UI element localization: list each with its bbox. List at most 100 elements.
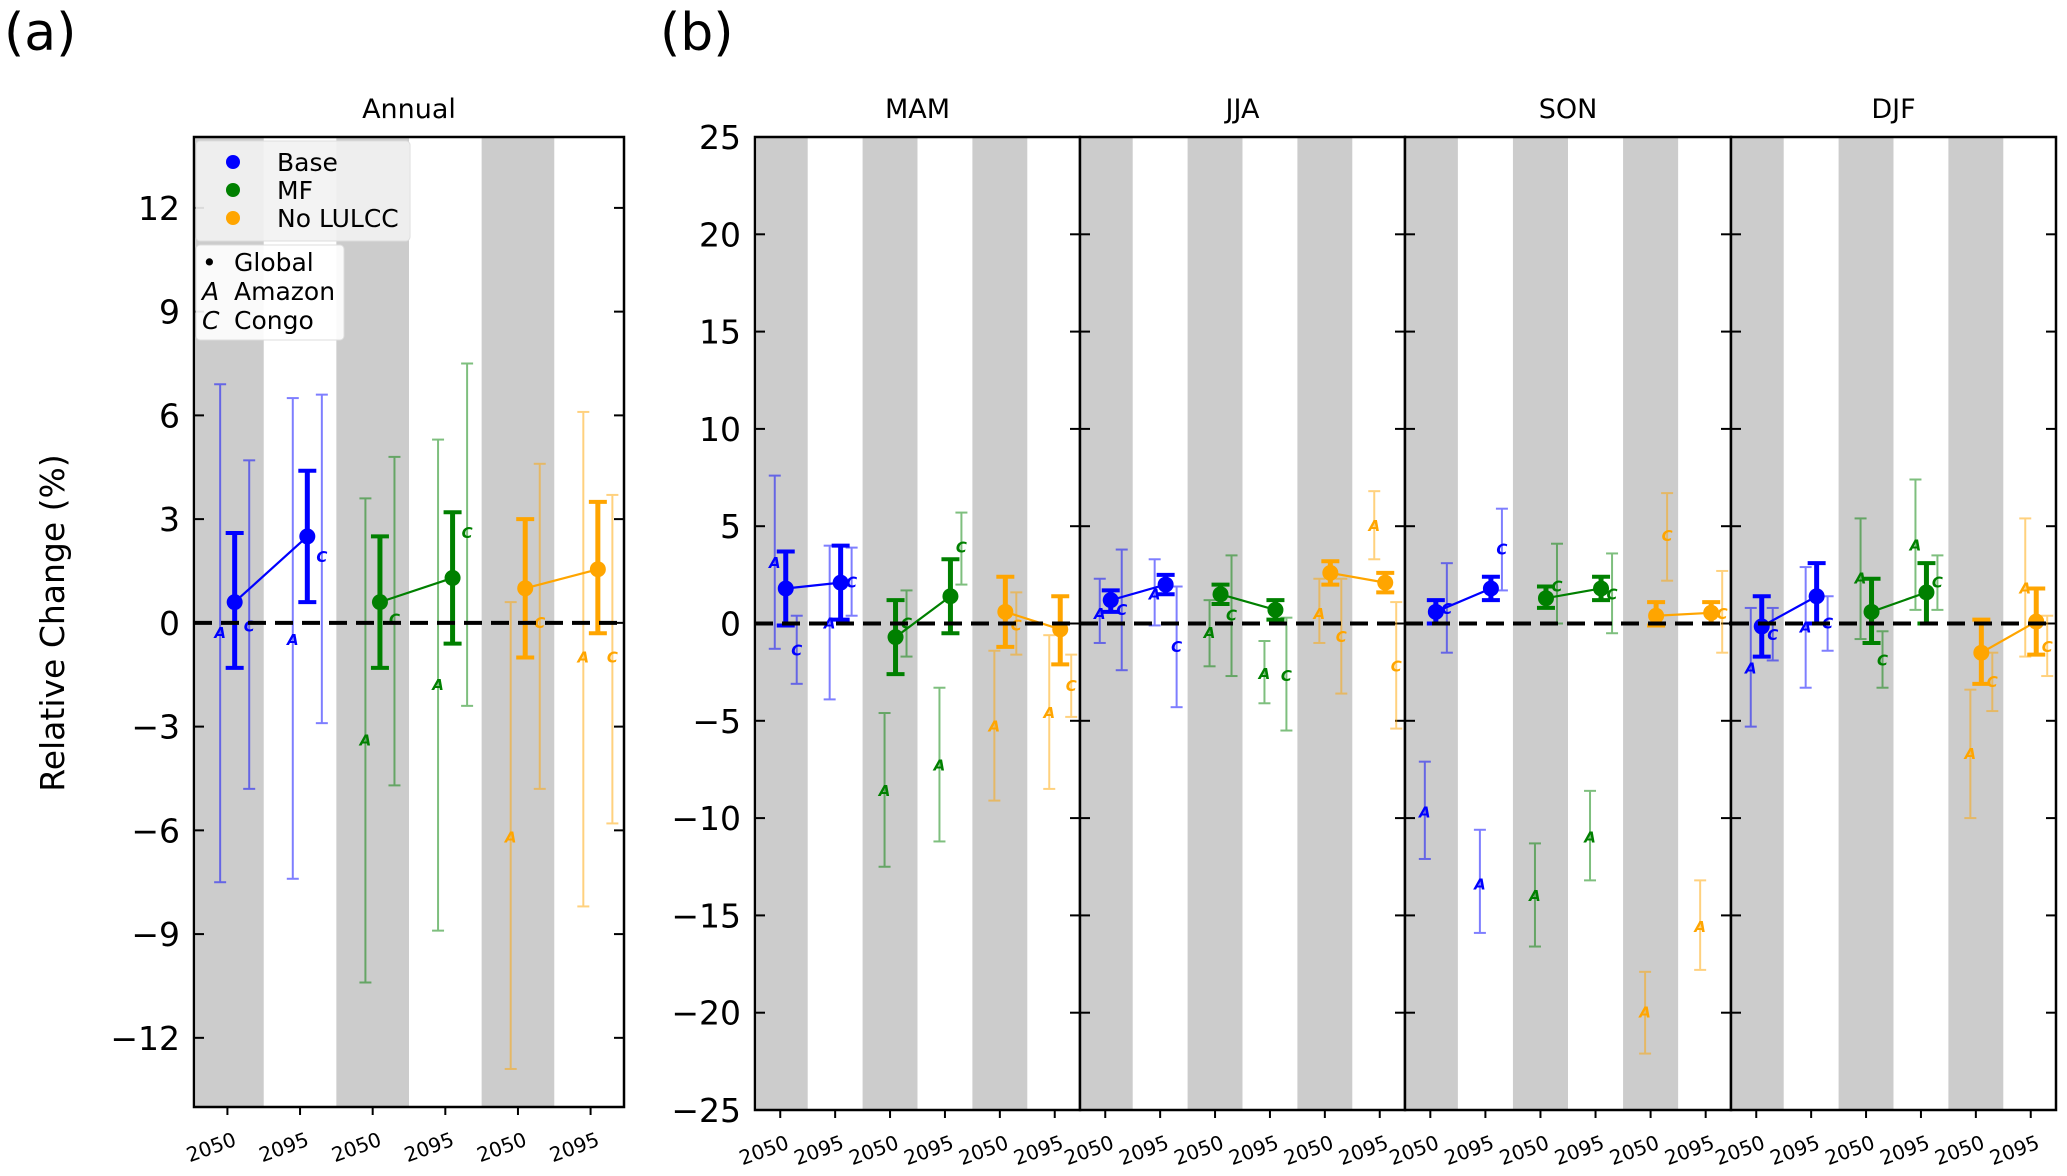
global-errorbar	[1101, 588, 1120, 614]
congo-marker: C	[1281, 667, 1292, 685]
x-tick-label: 2095	[546, 1127, 602, 1167]
congo-marker: C	[462, 524, 473, 542]
global-errorbar	[1592, 574, 1611, 603]
amazon-errorbar	[577, 410, 590, 908]
y-tick-label: 0	[720, 605, 741, 644]
y-tick-label: 10	[699, 410, 741, 449]
legend-label: No LULCC	[277, 204, 399, 233]
amazon-errorbar	[988, 649, 1001, 802]
x-tick-label: 2050	[1822, 1130, 1878, 1170]
global-trend-line	[1435, 587, 1492, 613]
congo-errorbar	[1606, 552, 1619, 635]
y-tick-label: −10	[671, 799, 741, 838]
amazon-errorbar	[1639, 970, 1652, 1055]
amazon-errorbar	[1799, 566, 1812, 689]
global-trend-line	[1871, 591, 1927, 613]
amazon-errorbar	[214, 383, 227, 884]
congo-marker: C	[1116, 601, 1127, 619]
legend-marker	[226, 155, 240, 169]
amazon-errorbar	[1854, 517, 1867, 641]
congo-marker: C	[846, 574, 857, 592]
congo-marker: C	[1607, 585, 1618, 603]
amazon-marker: A	[1638, 1004, 1651, 1022]
congo-marker: C	[1987, 673, 1998, 691]
amazon-marker: A	[1583, 829, 1596, 847]
congo-marker: C	[244, 617, 255, 635]
global-marker	[1648, 607, 1665, 624]
x-tick-label: 2050	[1386, 1130, 1442, 1170]
x-tick-label: 2095	[1551, 1130, 1607, 1170]
global-trend-line	[1005, 610, 1061, 631]
global-marker	[1322, 564, 1339, 581]
congo-marker: C	[1932, 574, 1943, 592]
legend-label: Amazon	[234, 277, 335, 306]
amazon-errorbar	[1694, 879, 1707, 971]
amazon-errorbar	[359, 497, 372, 984]
amazon-errorbar	[432, 438, 445, 932]
amazon-marker: A	[1203, 624, 1216, 642]
global-errorbar	[776, 549, 795, 628]
amazon-errorbar	[1093, 577, 1106, 644]
legend-symbol: A	[200, 277, 219, 306]
global-errorbar	[1211, 582, 1230, 607]
amazon-marker: A	[359, 731, 372, 749]
x-tick-label: 2050	[1712, 1130, 1768, 1170]
congo-marker: C	[1662, 527, 1673, 545]
amazon-marker: A	[1799, 618, 1812, 636]
legend-label: Congo	[234, 306, 314, 335]
legend-marker	[226, 183, 240, 197]
legend-label: Global	[234, 248, 314, 277]
amazon-marker: A	[1964, 745, 1977, 763]
subplot-title: MAM	[885, 94, 950, 125]
amazon-marker: A	[286, 631, 299, 649]
global-errorbar	[831, 543, 850, 622]
global-marker	[1973, 644, 1990, 661]
subplot-title: DJF	[1871, 94, 1915, 125]
amazon-errorbar	[1909, 478, 1922, 611]
congo-marker: C	[1171, 638, 1182, 656]
amazon-errorbar	[933, 686, 946, 843]
global-trend-line	[1980, 620, 2037, 654]
global-errorbar	[298, 468, 317, 605]
congo-marker: C	[1391, 657, 1402, 675]
amazon-errorbar	[878, 712, 891, 868]
y-tick-label: −9	[131, 915, 180, 954]
global-trend-line	[1110, 583, 1166, 602]
global-errorbar	[588, 499, 607, 636]
congo-marker: C	[1441, 600, 1452, 618]
amazon-marker: A	[1418, 803, 1431, 821]
global-marker	[517, 580, 534, 597]
congo-errorbar	[1390, 601, 1403, 730]
y-tick-label: −20	[671, 994, 741, 1033]
global-marker	[589, 561, 606, 578]
x-tick-label: 2095	[1335, 1130, 1391, 1170]
x-tick-label: 2050	[474, 1127, 530, 1167]
amazon-marker: A	[213, 624, 226, 642]
global-marker	[1267, 601, 1284, 618]
global-marker	[1157, 576, 1174, 593]
amazon-marker: A	[1042, 704, 1055, 722]
amazon-marker: A	[1093, 605, 1106, 623]
legend-marker	[226, 211, 240, 225]
congo-marker: C	[1767, 626, 1778, 644]
x-tick-label: 2050	[328, 1127, 384, 1167]
amazon-errorbar	[504, 601, 517, 1070]
amazon-marker: A	[1854, 570, 1867, 588]
global-marker	[1808, 588, 1825, 605]
amazon-errorbar	[1964, 688, 1977, 820]
x-tick-label: 2050	[1171, 1130, 1227, 1170]
subplot-djf: DJF205020952050209520502095ACACACACACAC	[1712, 94, 2058, 1170]
congo-errorbar	[606, 493, 619, 825]
legend-symbol: •	[202, 248, 217, 277]
congo-marker: C	[1226, 607, 1237, 625]
subplot-title: SON	[1539, 94, 1598, 125]
y-tick-label: −3	[131, 708, 180, 747]
